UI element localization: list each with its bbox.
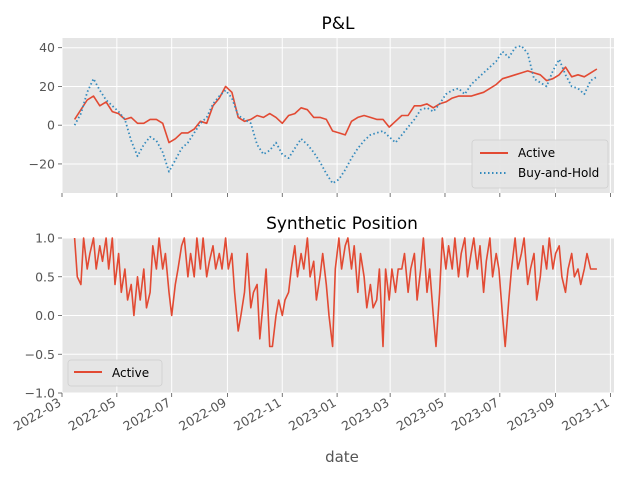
pnl-x-ticks (61, 193, 611, 197)
position-legend-active-label: Active (112, 366, 149, 380)
pnl-legend: Active Buy-and-Hold (471, 139, 609, 189)
pnl-chart: −20 0 20 40 P&L Active Buy-and-Hold (29, 14, 614, 197)
pnl-series (73, 44, 598, 185)
pnl-legend-active-label: Active (518, 146, 555, 160)
pnl-y-tick-label: 40 (39, 40, 55, 55)
position-x-axis-label: date (325, 448, 359, 466)
position-y-tick-label: 1.0 (35, 231, 55, 246)
pnl-series-active-line (73, 66, 598, 144)
pnl-y-tick-label: 0 (47, 118, 55, 133)
position-y-tick-label: 0.5 (35, 269, 55, 284)
pnl-title: P&L (322, 14, 356, 34)
pnl-y-ticks: −20 0 20 40 (29, 40, 62, 171)
pnl-y-tick-label: 20 (39, 79, 55, 94)
position-y-tick-label: 0.0 (35, 308, 55, 323)
pnl-y-tick-label: −20 (29, 156, 55, 171)
position-title: Synthetic Position (266, 214, 418, 234)
position-series (73, 237, 597, 348)
position-legend: Active (67, 359, 163, 387)
pnl-legend-buyhold-label: Buy-and-Hold (518, 166, 599, 180)
position-legend-box (67, 359, 163, 387)
position-grid (61, 237, 614, 394)
position-y-tick-label: −0.5 (25, 347, 55, 362)
position-series-active-line (73, 237, 597, 348)
position-y-tick-label: −1.0 (25, 386, 55, 401)
position-y-ticks: −1.0 −0.5 0.0 0.5 1.0 (25, 231, 62, 401)
